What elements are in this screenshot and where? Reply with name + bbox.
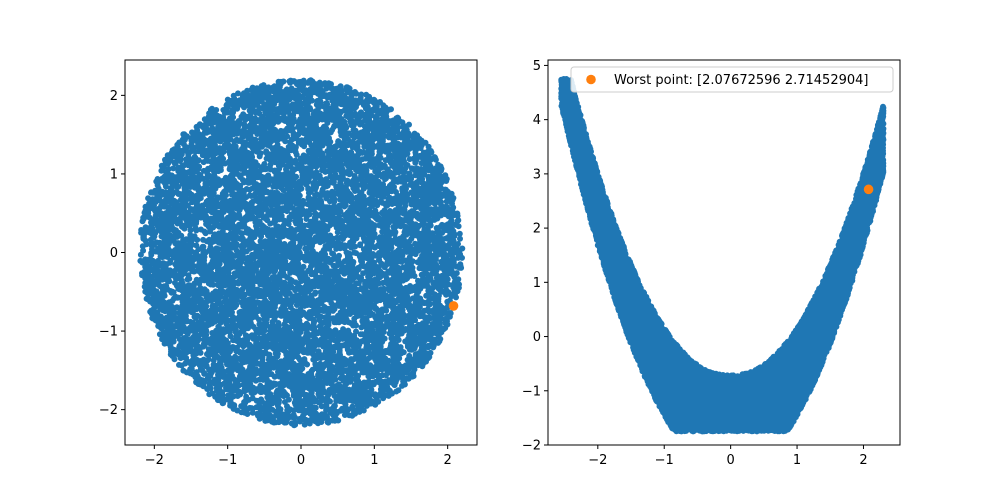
legend: Worst point: [2.07672596 2.71452904]: [570, 66, 894, 93]
y-tick-label: 2: [110, 89, 118, 104]
y-tick-label: 0: [533, 330, 541, 345]
left-scatter-points: [137, 77, 466, 429]
left-x-ticks: −2 −1 0 1 2: [145, 445, 452, 468]
left-y-ticks: −2 −1 0 1 2: [99, 89, 125, 418]
y-tick-label: −1: [522, 384, 541, 399]
x-tick-label: 1: [370, 453, 378, 468]
x-tick-label: 2: [444, 453, 452, 468]
y-tick-label: −2: [522, 439, 541, 454]
right-axes: −2 −1 0 1 2 −2 −1 0 1 2 3 4 5 Worst point: [2.07672…: [522, 59, 901, 468]
right-y-ticks: −2 −1 0 1 2 3 4 5: [522, 59, 548, 454]
worst-point-marker: [448, 301, 459, 311]
worst-point-marker: [863, 184, 874, 195]
legend-label: Worst point: [2.07672596 2.71452904]: [614, 73, 868, 88]
y-tick-label: −1: [99, 325, 118, 340]
y-tick-label: −2: [99, 403, 118, 418]
left-worst-point: [448, 301, 459, 311]
scatter-cloud-series: [137, 77, 466, 429]
y-tick-label: 5: [533, 59, 541, 74]
x-tick-label: 0: [727, 453, 735, 468]
x-tick-label: 1: [793, 453, 801, 468]
right-x-ticks: −2 −1 0 1 2: [588, 445, 868, 468]
y-tick-label: 2: [533, 222, 541, 237]
x-tick-label: 2: [859, 453, 867, 468]
y-tick-label: 0: [110, 246, 118, 261]
y-tick-label: 4: [533, 113, 541, 128]
x-tick-label: −2: [588, 453, 607, 468]
legend-box: [570, 66, 894, 93]
y-tick-label: 1: [533, 276, 541, 291]
x-tick-label: 0: [297, 453, 305, 468]
legend-marker: [586, 74, 596, 85]
right-axes-frame: [547, 59, 901, 446]
left-axes: −2 −1 0 1 2 −2 −1 0 1 2: [99, 59, 478, 468]
y-tick-label: 3: [533, 167, 541, 182]
scatter-cloud-series: [558, 76, 887, 435]
x-tick-label: −1: [655, 453, 674, 468]
x-tick-label: −1: [218, 453, 237, 468]
x-tick-label: −2: [145, 453, 164, 468]
right-scatter-points: [558, 76, 887, 435]
right-worst-point: [863, 184, 874, 195]
y-tick-label: 1: [110, 167, 118, 182]
